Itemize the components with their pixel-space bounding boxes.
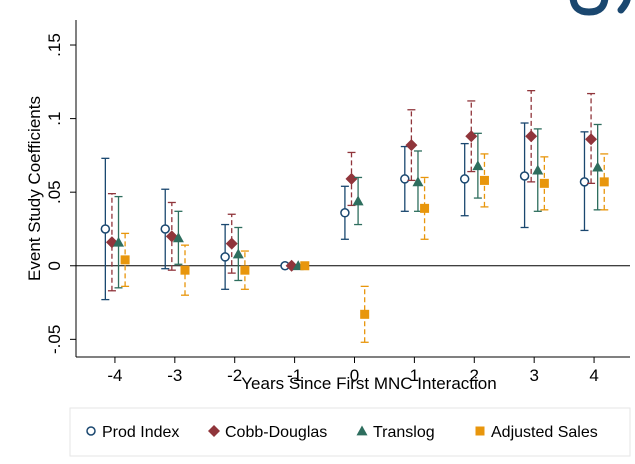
legend-item: Prod Index: [86, 424, 179, 441]
data-point: [592, 161, 604, 172]
legend-label: Translog: [373, 424, 435, 441]
series-adjusted-sales: [120, 153, 609, 343]
series-cobb-douglas: [105, 89, 598, 292]
y-tick-label: .15: [45, 33, 64, 57]
y-tick-label: .1: [45, 112, 64, 126]
series-translog: [113, 123, 604, 289]
data-point: [240, 265, 250, 275]
legend-box: [69, 407, 631, 457]
data-point: [599, 177, 609, 187]
data-point: [220, 252, 230, 262]
data-point: [180, 265, 190, 275]
data-point: [232, 248, 244, 259]
x-tick-label: 1: [410, 366, 419, 385]
data-point: [100, 224, 111, 234]
y-tick-label: 0: [45, 261, 64, 270]
data-point: [172, 232, 184, 243]
series-prod-index: [100, 122, 590, 301]
data-point: [113, 236, 125, 247]
x-axis-title: Years Since First MNC Interaction: [241, 374, 496, 393]
x-tick-label: 4: [589, 366, 598, 385]
data-point: [300, 261, 310, 271]
data-point: [412, 176, 424, 187]
legend-label: Adjusted Sales: [491, 424, 598, 441]
x-tick-label: -4: [107, 366, 122, 385]
legend-marker: [208, 425, 220, 437]
data-point: [160, 224, 170, 234]
legend-item: Adjusted Sales: [475, 424, 598, 441]
legend-item: Translog: [356, 424, 435, 441]
data-point: [472, 160, 484, 171]
legend-label: Cobb-Douglas: [225, 424, 327, 441]
x-tick-label: 3: [529, 366, 538, 385]
data-point: [120, 255, 130, 265]
y-tick-label: -.05: [45, 325, 64, 354]
data-point: [400, 174, 410, 184]
data-point: [532, 164, 544, 175]
data-point: [465, 130, 478, 143]
data-point: [225, 237, 238, 250]
data-point: [519, 171, 530, 181]
data-point: [360, 309, 370, 319]
data-point: [525, 130, 538, 143]
x-tick-label: 0: [350, 366, 359, 385]
data-point: [340, 208, 350, 218]
x-tick-label: -3: [167, 366, 182, 385]
data-point: [539, 178, 549, 188]
y-axis-title: Event Study Coefficients: [25, 96, 44, 281]
legend: Prod Index Cobb-Douglas Translog Adjusted S…: [69, 407, 631, 457]
data-point: [352, 195, 364, 206]
legend-marker: [356, 425, 368, 436]
axes: -.05 0 .05 .1 .15 -4 -3 -2 -1 0 1 2 3 4 Years Since Fi…: [25, 20, 630, 393]
legend-item: Cobb-Douglas: [208, 424, 327, 441]
legend-label: Prod Index: [102, 424, 179, 441]
x-tick-label: 2: [470, 366, 479, 385]
legend-marker: [86, 426, 96, 436]
x-tick-label: -1: [287, 366, 302, 385]
data-point: [585, 133, 598, 146]
x-tick-label: -2: [227, 366, 242, 385]
chart-marks: [100, 89, 609, 343]
data-point: [405, 139, 418, 152]
data-point: [345, 172, 358, 185]
data-point: [420, 203, 430, 213]
cropped-title-fragment: [515, 0, 635, 16]
legend-marker: [475, 426, 485, 436]
data-point: [579, 177, 590, 187]
data-point: [479, 175, 489, 185]
y-tick-label: .05: [45, 180, 64, 204]
data-point: [459, 174, 470, 184]
